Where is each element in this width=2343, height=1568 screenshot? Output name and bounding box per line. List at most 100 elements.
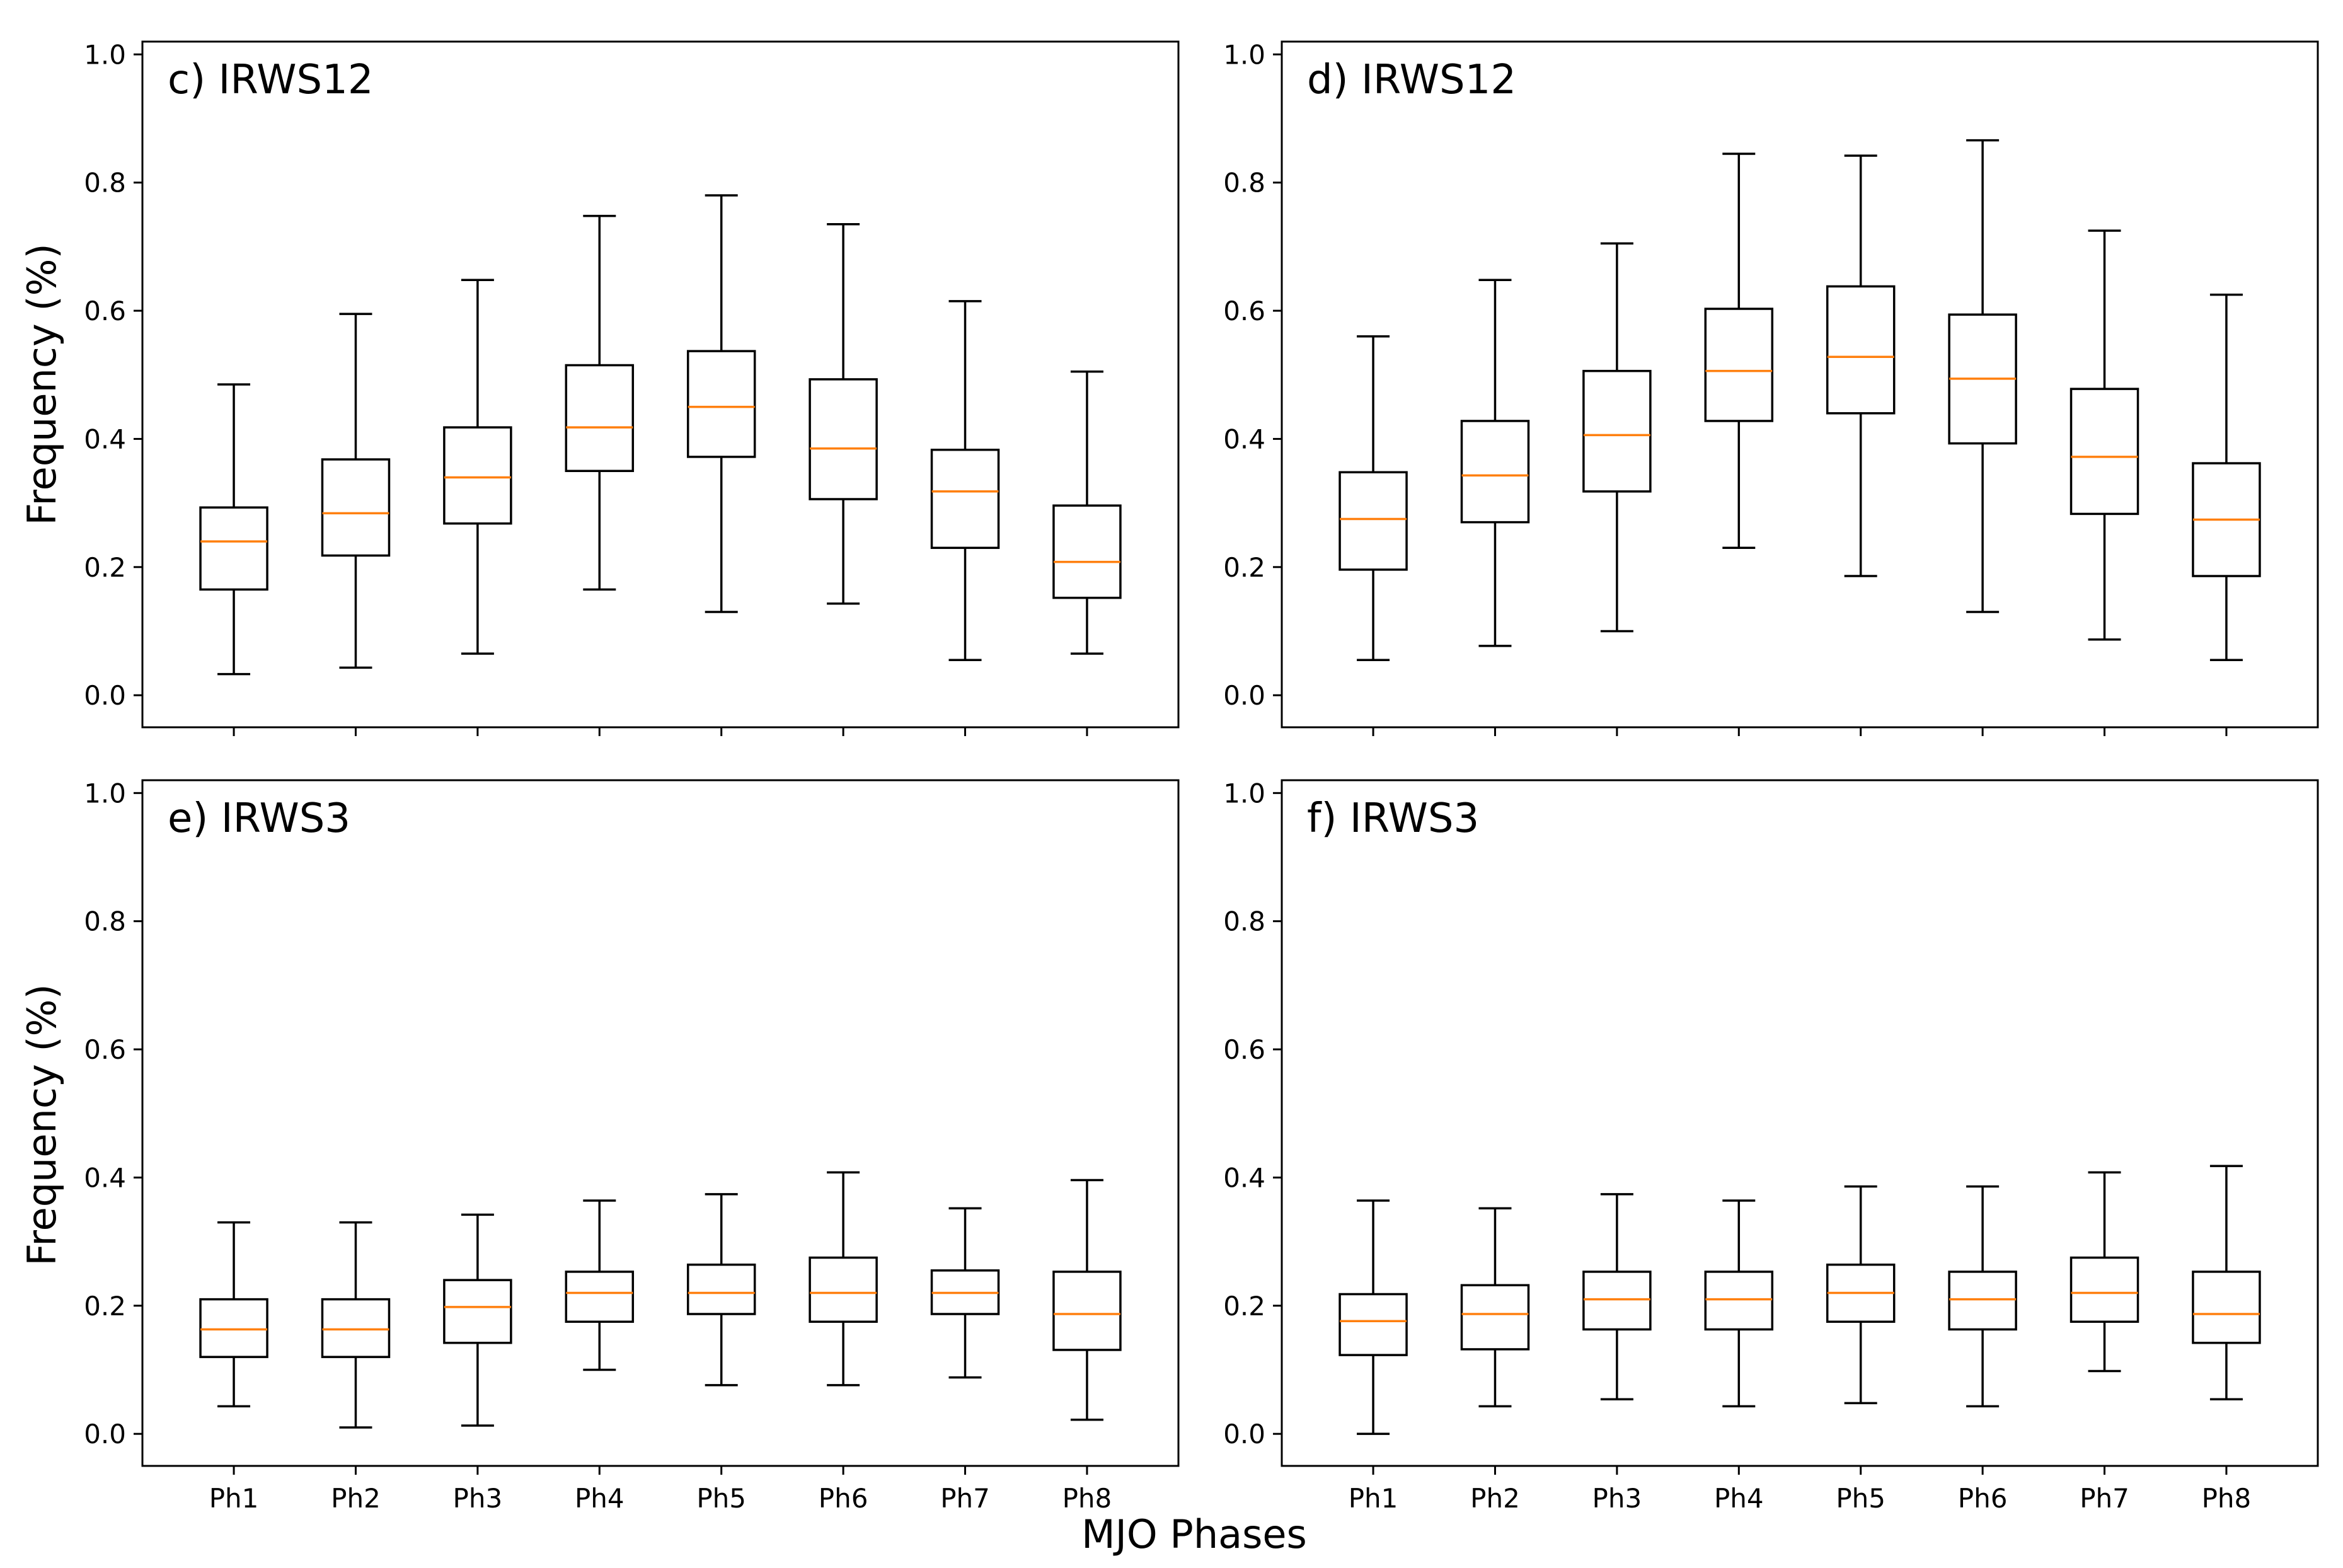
y-tick-label: 0.4 xyxy=(1223,424,1265,454)
iqr-box xyxy=(2070,1256,2139,1323)
box-ph4 xyxy=(565,1199,635,1371)
plot-frame xyxy=(1281,40,2319,729)
panel-2: 0.0 0.2 0.4 0.6 0.8 1.0 d) IRWS12 xyxy=(1223,39,2319,736)
box-ph2 xyxy=(1460,279,1530,647)
y-tick-label: 1.0 xyxy=(1223,778,1265,809)
iqr-box xyxy=(1338,471,1408,571)
y-tick-label: 0.6 xyxy=(84,296,126,326)
y-tick-label: 0.6 xyxy=(84,1034,126,1065)
iqr-box xyxy=(1704,1271,1774,1331)
box-ph8 xyxy=(1052,1179,1122,1421)
x-tick-label: Ph4 xyxy=(575,1483,625,1514)
x-tick-label: Ph5 xyxy=(1836,1483,1885,1514)
x-tick-label: Ph6 xyxy=(1958,1483,2008,1514)
x-tick-label: Ph2 xyxy=(331,1483,381,1514)
y-tick-label: 0.8 xyxy=(84,168,126,199)
box-ph4 xyxy=(1704,1199,1774,1408)
iqr-box xyxy=(1582,1271,1652,1331)
y-tick-label: 1.0 xyxy=(1223,39,1265,70)
y-tick-label: 1.0 xyxy=(84,39,126,70)
iqr-box xyxy=(686,350,756,458)
panel-title: d) IRWS12 xyxy=(1307,57,1516,103)
x-tick-label: Ph5 xyxy=(696,1483,746,1514)
panel-title: f) IRWS3 xyxy=(1307,795,1479,842)
y-tick-label: 0.2 xyxy=(84,552,126,583)
panel-title: c) IRWS12 xyxy=(168,57,374,103)
y-tick-label: 0.4 xyxy=(84,1162,126,1193)
box-ph5 xyxy=(1826,1185,1896,1405)
panel-4: 0.0 0.2 0.4 0.6 0.8 1.0 f) IRWS3 Ph1 Ph2 Ph3 Ph4 Ph… xyxy=(1223,778,2319,1514)
box-ph6 xyxy=(1948,1185,2017,1408)
box-ph6 xyxy=(809,1171,878,1386)
plot-frame xyxy=(1281,779,2319,1467)
x-tick-label: Ph6 xyxy=(819,1483,868,1514)
y-tick-label: 0.8 xyxy=(1223,168,1265,199)
x-tick-label: Ph2 xyxy=(1470,1483,1520,1514)
iqr-box xyxy=(443,426,512,525)
y-tick-label: 0.8 xyxy=(84,906,126,937)
iqr-box xyxy=(1338,1293,1408,1356)
x-axis-label: MJO Phases xyxy=(1081,1511,1307,1557)
iqr-box xyxy=(686,1263,756,1315)
box-ph8 xyxy=(2192,293,2261,661)
iqr-box xyxy=(2192,1271,2261,1344)
box-ph1 xyxy=(1338,335,1408,661)
y-tick-label: 0.0 xyxy=(1223,680,1265,711)
y-tick-label: 0.2 xyxy=(1223,1291,1265,1322)
y-axis-label-top: Frequency (%) xyxy=(19,243,65,525)
box-ph1 xyxy=(199,1221,268,1408)
box-ph2 xyxy=(321,1221,391,1429)
plot-frame xyxy=(141,40,1180,729)
y-tick-label: 0.0 xyxy=(1223,1419,1265,1450)
box-ph5 xyxy=(1826,154,1896,577)
iqr-box xyxy=(809,378,878,500)
iqr-box xyxy=(809,1256,878,1323)
panel-3: 0.0 0.2 0.4 0.6 0.8 1.0 e) IRWS3 Ph1 Ph2 Ph3 Ph4 Ph… xyxy=(84,778,1180,1514)
y-tick-label: 0.2 xyxy=(84,1291,126,1322)
box-ph7 xyxy=(2070,1171,2139,1373)
panel-1: 0.0 0.2 0.4 0.6 0.8 1.0 c) IRWS12 xyxy=(84,39,1180,736)
box-ph3 xyxy=(1582,1193,1652,1401)
x-tick-label: Ph8 xyxy=(1062,1483,1112,1514)
box-ph5 xyxy=(686,194,756,613)
y-tick-label: 1.0 xyxy=(84,778,126,809)
x-tick-label: Ph3 xyxy=(453,1483,503,1514)
x-tick-label: Ph3 xyxy=(1592,1483,1642,1514)
y-axis-label-bottom: Frequency (%) xyxy=(19,984,65,1265)
iqr-box xyxy=(321,1298,391,1358)
box-ph6 xyxy=(809,223,878,605)
box-ph1 xyxy=(199,383,268,676)
iqr-box xyxy=(443,1279,512,1344)
y-tick-label: 0.0 xyxy=(84,680,126,711)
y-tick-label: 0.0 xyxy=(84,1419,126,1450)
y-tick-label: 0.4 xyxy=(84,424,126,454)
iqr-box xyxy=(1052,504,1122,599)
iqr-box xyxy=(2070,388,2139,516)
x-tick-label: Ph4 xyxy=(1714,1483,1764,1514)
box-ph8 xyxy=(1052,370,1122,655)
box-ph7 xyxy=(930,1207,1000,1379)
iqr-box xyxy=(1052,1271,1122,1351)
box-ph2 xyxy=(321,313,391,669)
iqr-box xyxy=(930,448,1000,550)
y-tick-label: 0.2 xyxy=(1223,552,1265,583)
box-ph5 xyxy=(686,1193,756,1386)
y-tick-label: 0.8 xyxy=(1223,906,1265,937)
iqr-box xyxy=(321,458,391,557)
iqr-box xyxy=(199,506,268,591)
iqr-box xyxy=(199,1298,268,1358)
iqr-box xyxy=(565,1271,635,1323)
iqr-box xyxy=(1704,308,1774,422)
iqr-box xyxy=(1948,1271,2017,1331)
iqr-box xyxy=(1460,420,1530,524)
plot-frame xyxy=(141,779,1180,1467)
box-ph1 xyxy=(1338,1199,1408,1435)
y-tick-label: 0.6 xyxy=(1223,296,1265,326)
panels: 0.00.20.40.60.81.0c) IRWS120.00.20.40.60… xyxy=(84,39,2319,1514)
x-tick-label: Ph7 xyxy=(940,1483,990,1514)
box-ph7 xyxy=(2070,229,2139,641)
box-ph8 xyxy=(2192,1165,2261,1401)
box-ph3 xyxy=(1582,242,1652,633)
